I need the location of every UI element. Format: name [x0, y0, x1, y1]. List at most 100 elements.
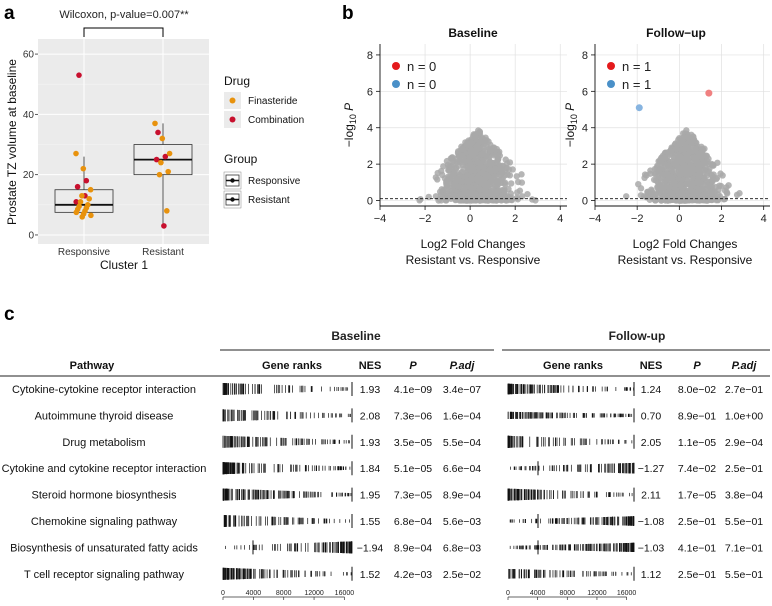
gene-point	[697, 196, 704, 204]
gene-point	[524, 190, 531, 198]
gene-point	[474, 159, 482, 166]
padj-followup: 5.5e−01	[725, 569, 763, 581]
gene-ranks-followup	[507, 382, 635, 396]
legend-dot-down	[392, 80, 400, 88]
x-tick-label: 4	[557, 213, 563, 225]
x-tick-label: 2	[512, 213, 518, 225]
x-tick-label: 0	[467, 213, 473, 225]
table-row: Steroid hormone biosynthesis 1.95 7.3e−05 8…	[32, 487, 763, 502]
p-followup: 2.5e−01	[678, 516, 716, 528]
data-point-combination	[153, 156, 160, 163]
legend-dot-combination	[229, 116, 236, 123]
legend-dot	[230, 197, 235, 202]
rank-axis-followup: 0 4000 8000 12000 16000	[506, 590, 636, 600]
gene-point	[696, 161, 704, 169]
panel-label-b: b	[342, 3, 354, 24]
data-point-combination	[162, 153, 169, 160]
gene-point	[417, 196, 424, 203]
gene-point	[680, 162, 688, 169]
gene-point	[684, 156, 691, 163]
gene-point	[677, 181, 685, 188]
data-point-combination	[76, 72, 82, 78]
gene-point	[695, 186, 703, 194]
gene-ranks-baseline	[222, 382, 353, 396]
gene-point	[469, 175, 476, 183]
gene-point	[467, 184, 475, 191]
gene-point	[462, 184, 469, 191]
gene-point	[453, 194, 460, 201]
data-point-finasteride	[159, 135, 166, 142]
data-point-finasteride	[156, 171, 163, 178]
nes-followup: 2.05	[641, 437, 662, 449]
gene-point	[470, 133, 477, 140]
header-gene-ranks: Gene ranks	[543, 360, 603, 372]
significance-bracket	[83, 27, 164, 37]
gene-point	[659, 195, 667, 202]
table-row: Cytokine and cytokine receptor interacti…	[2, 461, 763, 476]
p-baseline: 3.5e−05	[394, 437, 432, 449]
legend: n = 1 n = 1	[607, 59, 651, 92]
axes: −4 −2 0 2 4 0 2 4 6 8	[367, 44, 567, 225]
header-padj: P.adj	[450, 360, 476, 372]
gene-point	[700, 174, 708, 182]
legend-label-responsive: Responsive	[248, 176, 301, 187]
gene-ranks-followup	[507, 408, 635, 423]
rank-axis-baseline: 0 4000 8000 12000 16000	[221, 590, 354, 600]
strip-title-baseline: Baseline	[448, 26, 498, 40]
gene-point	[443, 157, 451, 165]
x-tick-label: 4	[761, 213, 767, 225]
header-p: P	[693, 360, 701, 372]
gene-point	[469, 197, 476, 204]
legend-dot-up	[392, 62, 400, 70]
gene-point	[667, 196, 675, 203]
y-tick-label: 6	[582, 86, 588, 98]
gene-point	[486, 145, 493, 153]
data-point-finasteride	[80, 165, 87, 172]
gene-point	[710, 162, 717, 169]
gene-ranks-baseline	[222, 461, 353, 476]
padj-followup: 2.9e−04	[725, 437, 763, 449]
pathway-rows: Cytokine-cytokine receptor interaction 1.…	[2, 382, 763, 581]
gene-point	[463, 189, 471, 197]
axes: −4 −2 0 2 4 0 2 4 6 8	[582, 44, 770, 225]
gene-point	[687, 178, 695, 185]
padj-baseline: 8.9e−04	[443, 490, 481, 502]
gene-point	[475, 164, 483, 171]
pathway-name: Chemokine signaling pathway	[31, 516, 178, 528]
gene-point	[708, 189, 716, 196]
nes-baseline: 1.93	[360, 437, 381, 449]
gene-point	[647, 170, 654, 177]
data-point-finasteride	[79, 214, 85, 220]
gene-point	[438, 186, 445, 193]
header-padj: P.adj	[732, 360, 758, 372]
gene-ranks-baseline	[222, 487, 353, 502]
header-nes: NES	[359, 360, 382, 372]
data-point-finasteride	[164, 208, 170, 214]
nes-baseline: 2.08	[360, 410, 381, 422]
gene-point	[708, 196, 715, 204]
y-tick-label: 8	[582, 50, 588, 62]
gene-point	[506, 159, 514, 166]
gene-ranks-baseline	[225, 540, 353, 555]
rank-tick-label: 0	[221, 590, 225, 597]
legend-title-drug: Drug	[224, 74, 250, 88]
p-followup: 4.1e−01	[678, 542, 716, 554]
table-row: Chemokine signaling pathway 1.55 6.8e−04 5.…	[31, 514, 763, 528]
data-point-combination	[161, 223, 167, 229]
y-tick-label: 6	[367, 86, 373, 98]
p-followup: 8.0e−02	[678, 384, 716, 396]
p-baseline: 7.3e−06	[394, 410, 432, 422]
nes-followup: 1.24	[641, 384, 662, 396]
padj-baseline: 6.8e−03	[443, 542, 481, 554]
group-title-baseline: Baseline	[331, 329, 381, 343]
data-point-finasteride	[86, 195, 92, 202]
gene-point	[453, 175, 461, 183]
x-axis-label: Log2 Fold Changes	[633, 237, 738, 251]
y-axis-label: −log10 P	[342, 103, 358, 147]
gene-point	[678, 189, 686, 196]
svg-text:−log10 P: −log10 P	[563, 103, 579, 147]
gene-point	[458, 197, 465, 204]
gene-point	[688, 139, 695, 147]
gene-point	[708, 177, 716, 185]
